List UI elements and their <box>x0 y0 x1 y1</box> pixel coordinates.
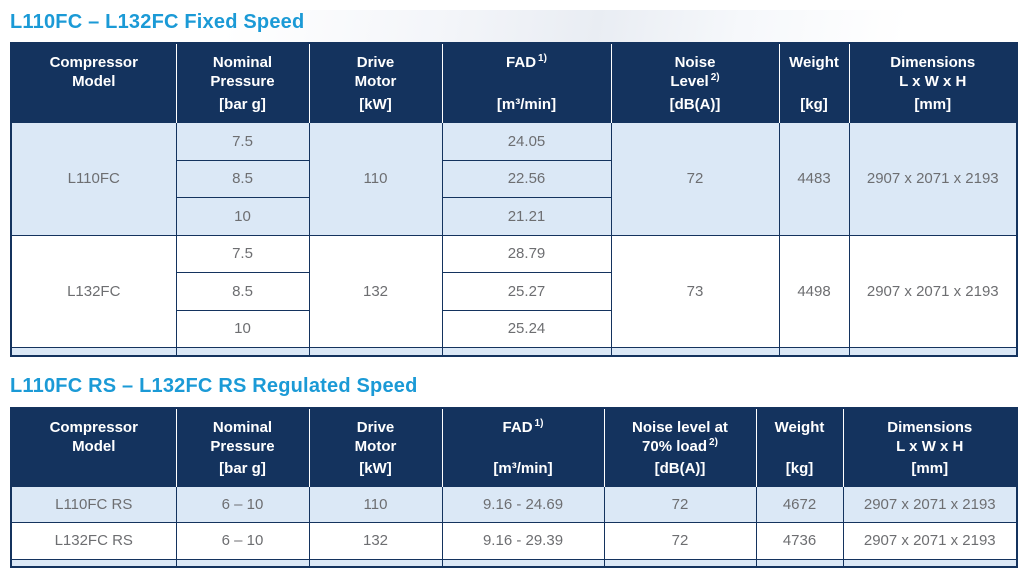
col-header-dimensions: Dimensions L x W x H [mm] <box>848 43 1017 123</box>
table-row: L132FC RS 6 – 10 132 9.16 - 29.39 72 473… <box>10 522 1018 560</box>
cell-weight: 4498 <box>778 234 850 348</box>
cell-dimensions: 2907 x 2071 x 2193 <box>842 485 1018 523</box>
truncated-row <box>10 558 1018 568</box>
footnote-marker: 2) <box>710 72 720 83</box>
cell-model: L110FC RS <box>10 485 177 523</box>
cell-pressure: 8.5 <box>175 159 310 198</box>
col-header-dimensions: Dimensions L x W x H [mm] <box>842 407 1017 486</box>
cell-motor: 110 <box>308 122 443 236</box>
table-row: L132FC 7.5 132 28.79 73 4498 2907 x 2071… <box>10 234 1018 348</box>
fixed-speed-spec-table: Compressor Model Nominal Pressure [bar g… <box>10 42 1018 357</box>
cell-dimensions: 2907 x 2071 x 2193 <box>848 122 1018 236</box>
cell-weight: 4672 <box>755 485 844 523</box>
section-title-regulated-speed: L110FC RS – L132FC RS Regulated Speed <box>10 374 418 397</box>
cell-dimensions: 2907 x 2071 x 2193 <box>842 522 1018 560</box>
cell-noise: 72 <box>610 122 780 236</box>
section-title-fixed-speed: L110FC – L132FC Fixed Speed <box>10 11 305 33</box>
cell-motor: 132 <box>308 234 443 348</box>
table-row: 8.5 22.56 <box>11 159 1017 198</box>
cell-model: L132FC <box>10 234 177 348</box>
col-header-fad: FAD 1) [m³/min] <box>441 407 604 486</box>
cell-fad: 9.16 - 24.69 <box>441 485 605 523</box>
cell-motor: 132 <box>308 522 443 560</box>
cell-noise: 73 <box>610 234 780 348</box>
cell-pressure: 7.5 <box>175 234 310 273</box>
truncated-row <box>10 347 1018 356</box>
header-row: Compressor Model Nominal Pressure [bar g… <box>11 407 1017 486</box>
table-row: L110FC 7.5 110 24.05 72 4483 2907 x 2071… <box>10 122 1018 236</box>
col-header-weight: Weight [kg] <box>755 407 843 486</box>
col-header-nominal-pressure: Nominal Pressure [bar g] <box>175 407 309 486</box>
cell-noise: 72 <box>603 485 757 523</box>
col-header-fad: FAD 1) [m³/min] <box>441 43 611 123</box>
col-header-drive-motor: Drive Motor [kW] <box>308 43 442 123</box>
cell-motor: 110 <box>308 485 443 523</box>
col-header-noise-level-70-load: Noise level at 70% load 2) [dB(A)] <box>603 407 756 486</box>
cell-pressure: 8.5 <box>175 272 310 311</box>
cell-noise: 72 <box>603 522 757 560</box>
cell-dimensions: 2907 x 2071 x 2193 <box>848 234 1018 348</box>
table-row: 8.5 25.27 <box>11 272 1017 311</box>
cell-pressure: 10 <box>175 309 310 348</box>
col-header-drive-motor: Drive Motor [kW] <box>308 407 442 486</box>
footnote-marker: 1) <box>538 53 547 64</box>
cell-model: L132FC RS <box>10 522 177 560</box>
cell-pressure: 10 <box>175 197 310 236</box>
table-row: 10 25.24 <box>11 309 1017 348</box>
cell-fad: 25.24 <box>441 309 612 348</box>
footnote-marker: 1) <box>534 417 544 429</box>
table-row: 10 21.21 <box>11 197 1017 236</box>
table-row: L110FC RS 6 – 10 110 9.16 - 24.69 72 467… <box>10 485 1018 523</box>
cell-fad: 25.27 <box>441 272 612 311</box>
footnote-marker: 2) <box>709 436 718 448</box>
cell-pressure: 6 – 10 <box>175 485 310 523</box>
cell-weight: 4736 <box>755 522 844 560</box>
cell-fad: 24.05 <box>441 122 612 161</box>
cell-weight: 4483 <box>778 122 850 236</box>
datasheet-page: L110FC – L132FC Fixed Speed Compressor M… <box>0 10 1026 568</box>
cell-fad: 21.21 <box>441 197 612 236</box>
header-row: Compressor Model Nominal Pressure [bar g… <box>11 43 1017 123</box>
cell-fad: 28.79 <box>441 234 612 273</box>
cell-pressure: 6 – 10 <box>175 522 310 560</box>
cell-pressure: 7.5 <box>175 122 310 161</box>
col-header-nominal-pressure: Nominal Pressure [bar g] <box>175 43 309 123</box>
cell-fad: 9.16 - 29.39 <box>441 522 605 560</box>
regulated-speed-spec-table: Compressor Model Nominal Pressure [bar g… <box>10 406 1018 568</box>
col-header-noise-level: Noise Level 2) [dB(A)] <box>610 43 779 123</box>
cell-fad: 22.56 <box>441 159 612 198</box>
col-header-compressor-model: Compressor Model <box>11 43 176 123</box>
cell-model: L110FC <box>10 122 177 236</box>
col-header-compressor-model: Compressor Model <box>11 407 176 486</box>
col-header-weight: Weight [kg] <box>778 43 849 123</box>
